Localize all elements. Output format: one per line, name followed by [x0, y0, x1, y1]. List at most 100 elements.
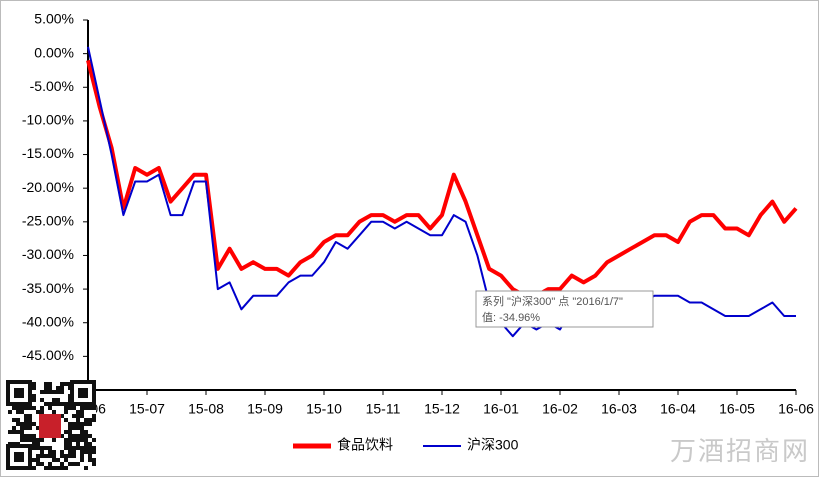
- qr-cell: [88, 422, 92, 426]
- qr-cell: [68, 462, 72, 466]
- qr-cell: [72, 406, 76, 410]
- qr-cell: [84, 430, 88, 434]
- qr-cell: [56, 458, 60, 462]
- qr-cell: [40, 462, 44, 466]
- qr-cell: [44, 454, 48, 458]
- qr-cell: [68, 454, 72, 458]
- tooltip: 系列 "沪深300" 点 "2016/1/7" 值: -34.96%: [475, 290, 654, 328]
- qr-cell: [76, 422, 80, 426]
- qr-cell: [72, 426, 76, 430]
- qr-cell: [28, 414, 32, 418]
- qr-cell: [68, 438, 72, 442]
- qr-cell: [88, 454, 92, 458]
- qr-cell: [44, 446, 48, 450]
- qr-cell: [36, 426, 40, 430]
- qr-cell: [48, 402, 52, 406]
- qr-cell: [48, 446, 52, 450]
- qr-cell: [20, 410, 24, 414]
- qr-cell: [76, 442, 80, 446]
- qr-cell: [92, 462, 96, 466]
- qr-cell: [16, 422, 20, 426]
- qr-cell: [44, 390, 48, 394]
- qr-cell: [56, 386, 60, 390]
- qr-cell: [16, 406, 20, 410]
- qr-cell: [8, 430, 12, 434]
- qr-cell: [68, 422, 72, 426]
- qr-cell: [16, 418, 20, 422]
- qr-cell: [28, 438, 32, 442]
- qr-cell: [52, 410, 56, 414]
- qr-cell: [40, 438, 44, 442]
- qr-cell: [72, 450, 76, 454]
- qr-logo: [39, 414, 61, 438]
- qr-cell: [64, 466, 68, 470]
- qr-cell: [68, 430, 72, 434]
- qr-cell: [44, 402, 48, 406]
- qr-cell: [36, 438, 40, 442]
- qr-cell: [88, 458, 92, 462]
- qr-cell: [48, 406, 52, 410]
- qr-cell: [60, 462, 64, 466]
- x-tick-label: 16-03: [601, 401, 637, 417]
- qr-cell: [36, 458, 40, 462]
- y-tick-label: -15.00%: [22, 145, 74, 161]
- y-tick-label: -5.00%: [30, 78, 74, 94]
- qr-cell: [88, 418, 92, 422]
- qr-cell: [24, 422, 28, 426]
- qr-cell: [24, 434, 28, 438]
- qr-cell: [80, 458, 84, 462]
- qr-cell: [76, 462, 80, 466]
- tooltip-text: 值: -34.96%: [482, 311, 540, 324]
- qr-cell: [20, 406, 24, 410]
- qr-cell: [12, 418, 16, 422]
- qr-cell: [8, 410, 12, 414]
- qr-cell: [52, 466, 56, 470]
- qr-cell: [84, 446, 88, 450]
- qr-cell: [12, 426, 16, 430]
- qr-cell: [68, 450, 72, 454]
- qr-cell: [76, 434, 80, 438]
- qr-cell: [28, 406, 32, 410]
- qr-cell: [80, 430, 84, 434]
- x-tick-label: 15-11: [366, 401, 401, 417]
- qr-cell: [40, 410, 44, 414]
- qr-cell: [56, 390, 60, 394]
- x-tick-label: 15-12: [424, 401, 460, 417]
- qr-cell: [84, 442, 88, 446]
- qr-cell: [60, 386, 64, 390]
- qr-cell: [52, 454, 56, 458]
- qr-cell: [80, 434, 84, 438]
- qr-cell: [32, 386, 36, 390]
- qr-cell: [72, 446, 76, 450]
- qr-cell: [92, 446, 96, 450]
- qr-cell: [64, 442, 68, 446]
- qr-cell: [32, 458, 36, 462]
- qr-cell: [64, 438, 68, 442]
- qr-cell: [72, 454, 76, 458]
- qr-cell: [72, 414, 76, 418]
- qr-cell: [80, 410, 84, 414]
- qr-cell: [48, 466, 52, 470]
- qr-cell: [28, 426, 32, 430]
- qr-cell: [48, 390, 52, 394]
- qr-cell: [68, 446, 72, 450]
- qr-cell: [64, 410, 68, 414]
- qr-cell: [52, 398, 56, 402]
- qr-cell: [76, 426, 80, 430]
- qr-cell: [92, 418, 96, 422]
- qr-cell: [32, 442, 36, 446]
- qr-cell: [12, 430, 16, 434]
- qr-cell: [20, 426, 24, 430]
- qr-cell: [32, 422, 36, 426]
- qr-cell: [88, 442, 92, 446]
- qr-cell: [48, 450, 52, 454]
- qr-cell: [88, 450, 92, 454]
- qr-cell: [52, 450, 56, 454]
- y-tick-label: -35.00%: [22, 280, 74, 296]
- qr-cell: [32, 434, 36, 438]
- qr-cell: [64, 418, 68, 422]
- qr-cell: [80, 406, 84, 410]
- qr-cell: [56, 402, 60, 406]
- qr-cell: [68, 406, 72, 410]
